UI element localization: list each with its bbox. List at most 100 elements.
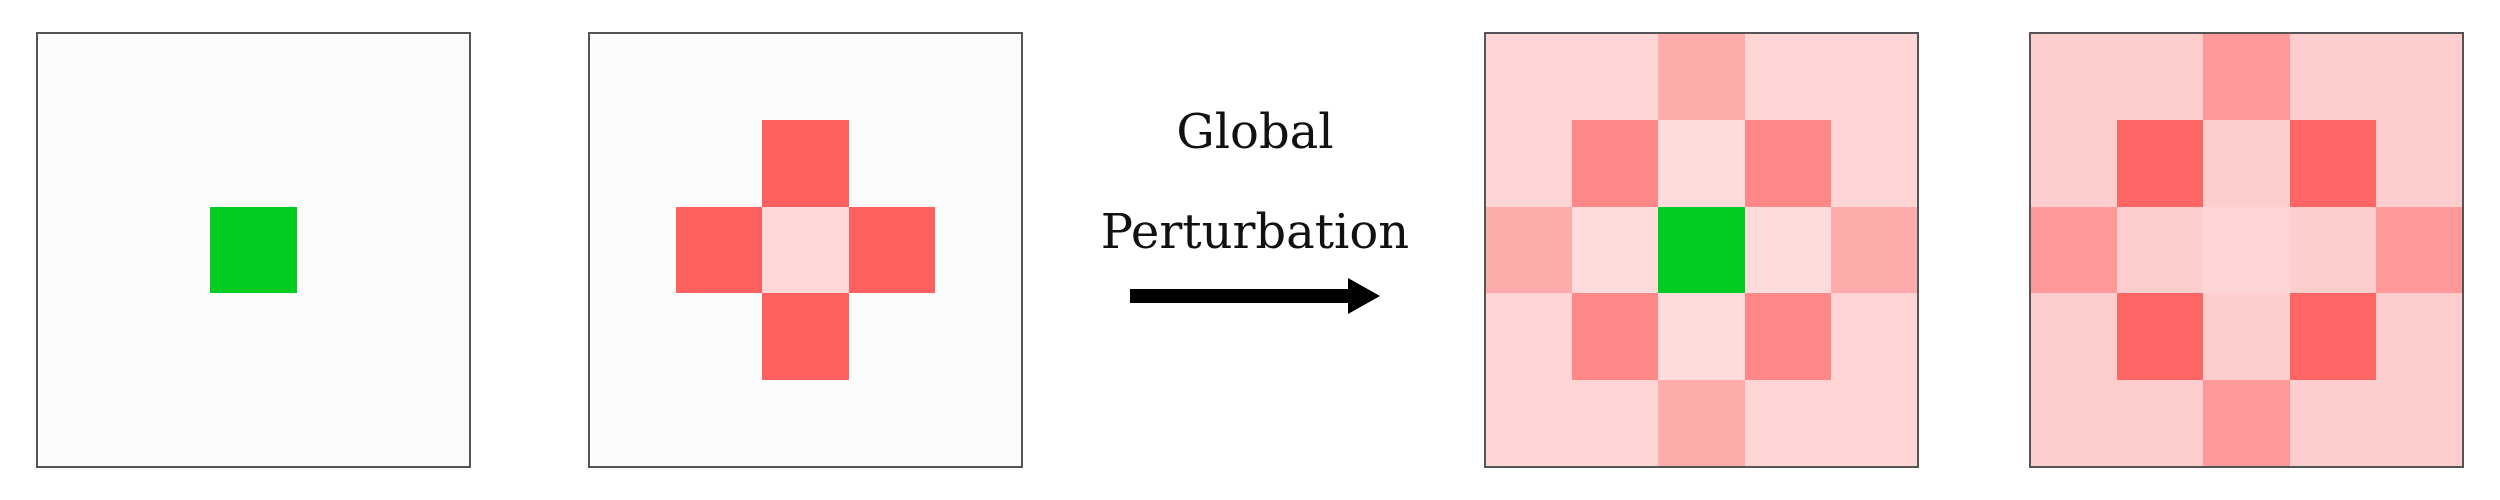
- grid-cell: [1658, 34, 1745, 121]
- right-arrow-icon: [1130, 278, 1380, 314]
- grid-cell: [210, 379, 297, 466]
- grid-cell: [590, 379, 677, 466]
- grid-cell: [1830, 120, 1917, 207]
- grid-cell: [762, 34, 849, 121]
- grid-cell: [2031, 120, 2118, 207]
- grid-cell: [2031, 293, 2118, 380]
- grid-cell: [762, 379, 849, 466]
- grid-cell: [1658, 379, 1745, 466]
- grid-cell: [124, 120, 211, 207]
- grid-cell: [2031, 206, 2118, 294]
- grid-cell: [2375, 206, 2462, 294]
- grid-cell: [676, 34, 763, 121]
- panel-1: [36, 32, 471, 468]
- grid-cell: [590, 206, 677, 294]
- grid-cell: [38, 34, 125, 121]
- grid-cell: [210, 293, 297, 380]
- grid-cell: [124, 206, 211, 294]
- grid-cell: [762, 293, 849, 380]
- grid-cell: [1658, 293, 1745, 380]
- grid-cell: [2203, 120, 2290, 207]
- grid-cell: [2375, 120, 2462, 207]
- caption-global: Global: [1176, 104, 1334, 160]
- grid-cell: [934, 206, 1021, 294]
- grid-cell: [382, 379, 469, 466]
- grid-cell: [2289, 206, 2376, 294]
- grid-cell: [296, 206, 383, 294]
- grid-cell: [382, 293, 469, 380]
- grid-cell: [1830, 379, 1917, 466]
- grid-cell: [382, 34, 469, 121]
- grid-cell: [1486, 34, 1573, 121]
- grid-cell: [676, 379, 763, 466]
- grid-cell: [2117, 120, 2204, 207]
- grid-cell: [2031, 34, 2118, 121]
- grid-cell: [1744, 34, 1831, 121]
- grid-cell: [1744, 206, 1831, 294]
- grid-cell: [2203, 379, 2290, 466]
- grid-cell: [296, 293, 383, 380]
- grid-cell: [848, 120, 935, 207]
- grid-cell: [124, 379, 211, 466]
- arrow-head: [1348, 278, 1380, 314]
- grid-cell: [2031, 379, 2118, 466]
- grid-cell: [762, 206, 849, 294]
- grid-cell: [934, 120, 1021, 207]
- grid-cell: [296, 379, 383, 466]
- grid-cell: [382, 206, 469, 294]
- grid-cell: [590, 293, 677, 380]
- grid-cell: [210, 120, 297, 207]
- grid-cell: [38, 379, 125, 466]
- grid-cell: [1658, 120, 1745, 207]
- grid-cell: [1830, 206, 1917, 294]
- grid-cell: [934, 34, 1021, 121]
- panel-4: [2029, 32, 2464, 468]
- grid-cell: [590, 34, 677, 121]
- arrow-shaft: [1130, 289, 1350, 303]
- grid-cell: [2117, 206, 2204, 294]
- grid-cell: [1572, 293, 1659, 380]
- grid-cell: [1744, 379, 1831, 466]
- grid-cell: [382, 120, 469, 207]
- grid-cell: [1486, 206, 1573, 294]
- grid-cell: [1572, 120, 1659, 207]
- grid-cell: [848, 206, 935, 294]
- grid-cell: [296, 120, 383, 207]
- grid-cell: [2375, 293, 2462, 380]
- grid-cell: [934, 293, 1021, 380]
- grid-cell: [1830, 34, 1917, 121]
- grid-cell: [124, 293, 211, 380]
- grid-cell: [762, 120, 849, 207]
- grid-cell: [2203, 206, 2290, 294]
- grid-cell: [38, 293, 125, 380]
- grid-cell: [1830, 293, 1917, 380]
- grid-cell: [676, 206, 763, 294]
- grid-cell: [1486, 120, 1573, 207]
- grid-cell: [2203, 34, 2290, 121]
- grid-cell: [124, 34, 211, 121]
- grid-cell: [2375, 34, 2462, 121]
- panel-3: [1484, 32, 1919, 468]
- grid-cell: [1744, 120, 1831, 207]
- grid-cell: [676, 293, 763, 380]
- grid-cell: [38, 206, 125, 294]
- grid-cell: [1658, 206, 1745, 294]
- grid-cell: [2117, 34, 2204, 121]
- grid-cell: [1572, 34, 1659, 121]
- grid-cell: [38, 120, 125, 207]
- grid-cell: [210, 34, 297, 121]
- grid-cell: [590, 120, 677, 207]
- grid-cell: [848, 379, 935, 466]
- grid-cell: [848, 34, 935, 121]
- grid-cell: [210, 206, 297, 294]
- grid-cell: [296, 34, 383, 121]
- grid-cell: [1572, 379, 1659, 466]
- grid-cell: [934, 379, 1021, 466]
- grid-cell: [1486, 379, 1573, 466]
- grid-cell: [2117, 379, 2204, 466]
- grid-cell: [1572, 206, 1659, 294]
- grid-cell: [848, 293, 935, 380]
- grid-cell: [2203, 293, 2290, 380]
- caption-perturbation: Perturbation: [1100, 204, 1410, 260]
